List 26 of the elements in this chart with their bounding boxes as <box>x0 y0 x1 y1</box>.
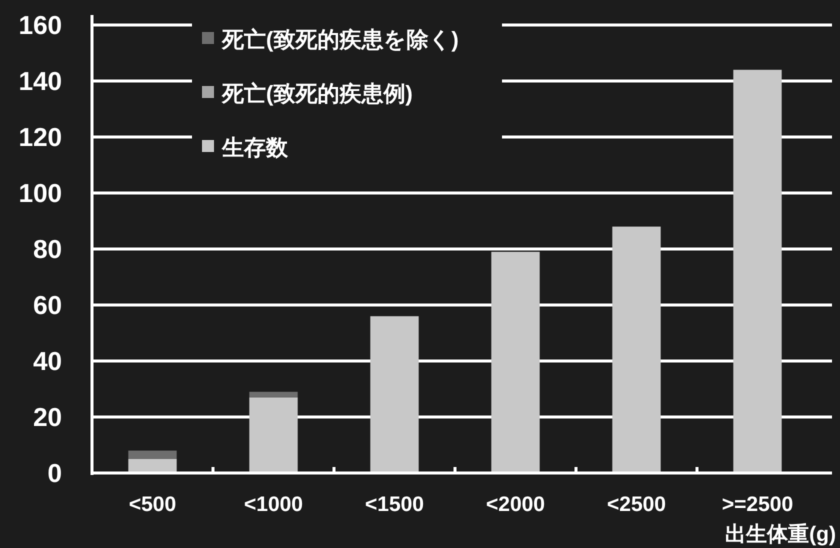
x-tick-label: >=2500 <box>722 493 794 516</box>
bar <box>370 316 419 473</box>
x-tick-label: <2000 <box>486 493 545 516</box>
x-tick-label: <1000 <box>244 493 303 516</box>
bar <box>249 397 298 473</box>
bar <box>491 252 540 473</box>
bar <box>612 226 661 473</box>
bar <box>249 392 298 398</box>
x-tick-label: <500 <box>128 493 176 516</box>
legend-label: 死亡(致死的疾患を除く) <box>221 27 459 52</box>
legend-label: 死亡(致死的疾患例) <box>221 81 413 106</box>
legend-label: 生存数 <box>221 135 289 160</box>
y-tick-label: 60 <box>33 290 62 320</box>
y-tick-label: 120 <box>18 122 62 152</box>
y-tick-label: 80 <box>33 234 62 264</box>
y-tick-label: 160 <box>18 10 62 40</box>
y-tick-label: 40 <box>33 346 62 376</box>
x-tick-label: <1500 <box>365 493 424 516</box>
x-axis-title: 出生体重(g) <box>725 523 836 546</box>
y-tick-label: 100 <box>18 178 62 208</box>
x-tick-label: <2500 <box>607 493 666 516</box>
y-tick-label: 0 <box>48 458 62 488</box>
bar <box>733 70 782 473</box>
y-tick-label: 20 <box>33 402 62 432</box>
bar <box>128 450 177 459</box>
y-tick-label: 140 <box>18 66 62 96</box>
